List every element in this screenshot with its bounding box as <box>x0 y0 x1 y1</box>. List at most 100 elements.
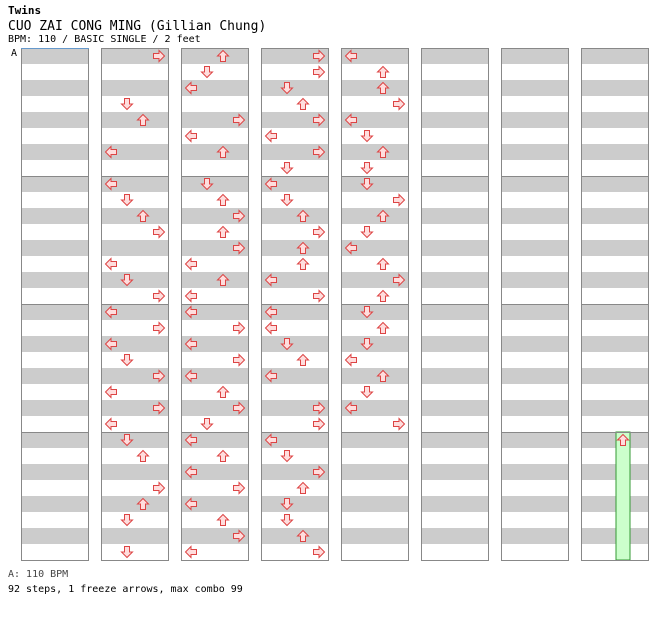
step-arrow-up <box>217 226 229 238</box>
step-arrow-up <box>217 194 229 206</box>
stripe-band <box>261 432 329 448</box>
chart-stats: 92 steps, 1 freeze arrows, max combo 99 <box>8 584 243 595</box>
stripe-band <box>501 208 569 224</box>
stripe-band <box>421 240 489 256</box>
stripe-band <box>581 176 649 192</box>
step-arrow-right <box>233 482 245 494</box>
stripe-band <box>21 112 89 128</box>
step-arrow-down <box>121 194 133 206</box>
step-arrow-left <box>265 322 277 334</box>
stripe-band <box>501 400 569 416</box>
bpm-marker-label: A <box>11 48 18 59</box>
stripe-band <box>261 368 329 384</box>
step-arrow-up <box>377 258 389 270</box>
stripe-band <box>21 368 89 384</box>
step-arrow-down <box>121 354 133 366</box>
stripe-band <box>261 48 329 64</box>
stripe-band <box>21 304 89 320</box>
step-arrow-down <box>281 162 293 174</box>
stripe-band <box>181 304 249 320</box>
stripe-band <box>101 496 169 512</box>
stripe-band <box>21 336 89 352</box>
stripe-band <box>181 112 249 128</box>
stripe-band <box>341 400 409 416</box>
stripe-band <box>101 528 169 544</box>
stripe-band <box>581 144 649 160</box>
stripe-band <box>21 464 89 480</box>
stripe-band <box>101 80 169 96</box>
step-arrow-right <box>393 418 405 430</box>
stripe-band <box>181 240 249 256</box>
stripe-band <box>181 464 249 480</box>
stripe-band <box>181 80 249 96</box>
bpm-legend: A: 110 BPM <box>8 569 69 580</box>
stripe-band <box>261 528 329 544</box>
stripe-band <box>101 432 169 448</box>
stripe-band <box>101 240 169 256</box>
stripe-band <box>101 208 169 224</box>
stripe-band <box>101 304 169 320</box>
stripe-band <box>341 528 409 544</box>
stripe-band <box>421 400 489 416</box>
step-arrow-up <box>377 66 389 78</box>
step-arrow-right <box>313 290 325 302</box>
stripe-band <box>21 528 89 544</box>
stripe-band <box>501 528 569 544</box>
stripe-band <box>581 208 649 224</box>
stripe-band <box>181 496 249 512</box>
stripe-band <box>341 208 409 224</box>
stripe-band <box>181 272 249 288</box>
step-arrow-right <box>313 418 325 430</box>
stripe-band <box>261 464 329 480</box>
stripe-band <box>101 48 169 64</box>
stripe-band <box>501 112 569 128</box>
chart-column-frame <box>501 48 569 561</box>
chart-column-frame <box>261 48 329 561</box>
stripe-band <box>581 464 649 480</box>
step-arrow-right <box>313 226 325 238</box>
step-arrow-down <box>361 386 373 398</box>
stripe-band <box>421 144 489 160</box>
step-arrow-left <box>185 290 197 302</box>
stripe-band <box>21 496 89 512</box>
stripe-band <box>341 112 409 128</box>
stripe-band <box>261 400 329 416</box>
stripe-band <box>21 208 89 224</box>
step-arrow-down <box>121 98 133 110</box>
chart-column-frame <box>341 48 409 561</box>
stripe-band <box>501 496 569 512</box>
stripe-band <box>421 432 489 448</box>
stripe-band <box>421 336 489 352</box>
step-arrow-right <box>393 194 405 206</box>
stripe-band <box>501 48 569 64</box>
stripe-band <box>501 144 569 160</box>
stripe-band <box>261 176 329 192</box>
step-arrow-right <box>313 546 325 558</box>
stripe-band <box>581 112 649 128</box>
stripe-band <box>181 400 249 416</box>
step-arrow-left <box>105 386 117 398</box>
stripe-band <box>341 304 409 320</box>
song-title: CUO ZAI CONG MING (Gillian Chung) <box>8 19 267 34</box>
step-arrow-up <box>377 322 389 334</box>
stripe-band <box>101 272 169 288</box>
step-arrow-down <box>201 418 213 430</box>
stripe-band <box>21 432 89 448</box>
stripe-band <box>341 144 409 160</box>
stripe-band <box>341 464 409 480</box>
stripe-band <box>101 144 169 160</box>
stripe-band <box>181 208 249 224</box>
step-arrow-right <box>153 290 165 302</box>
step-arrow-up <box>217 450 229 462</box>
stripe-band <box>581 304 649 320</box>
stripe-band <box>581 48 649 64</box>
stripe-band <box>341 240 409 256</box>
stripe-band <box>421 48 489 64</box>
stripe-band <box>501 80 569 96</box>
stripe-band <box>421 208 489 224</box>
stripe-band <box>341 176 409 192</box>
stripe-band <box>421 368 489 384</box>
chart-column-frame <box>181 48 249 561</box>
stripe-band <box>261 336 329 352</box>
step-arrow-up <box>297 258 309 270</box>
